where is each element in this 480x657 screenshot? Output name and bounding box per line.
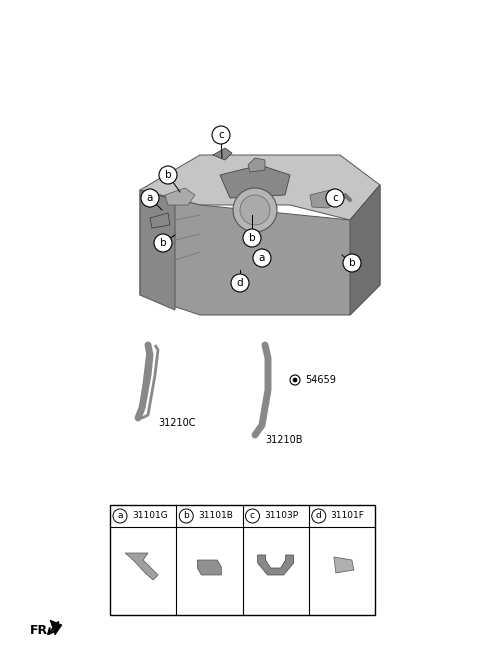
Text: 31101G: 31101G — [132, 512, 168, 520]
Text: b: b — [249, 233, 255, 243]
Circle shape — [240, 195, 270, 225]
Circle shape — [141, 189, 159, 207]
Polygon shape — [258, 555, 294, 575]
Text: c: c — [250, 512, 255, 520]
Circle shape — [343, 254, 361, 272]
Circle shape — [253, 249, 271, 267]
Text: d: d — [237, 278, 243, 288]
Text: c: c — [218, 130, 224, 140]
Text: a: a — [147, 193, 153, 203]
Bar — [110, 505, 375, 615]
Polygon shape — [140, 190, 175, 310]
Text: 54659: 54659 — [305, 375, 336, 385]
Text: FR.: FR. — [30, 623, 53, 637]
Polygon shape — [248, 158, 265, 172]
Polygon shape — [350, 185, 380, 315]
Polygon shape — [334, 557, 354, 573]
Circle shape — [159, 166, 177, 184]
Circle shape — [231, 274, 249, 292]
Polygon shape — [125, 553, 158, 580]
Circle shape — [113, 509, 127, 523]
Polygon shape — [165, 188, 195, 205]
Polygon shape — [310, 190, 340, 208]
Text: 31210B: 31210B — [265, 435, 302, 445]
Circle shape — [290, 375, 300, 385]
Polygon shape — [213, 148, 232, 160]
Circle shape — [312, 509, 326, 523]
Polygon shape — [140, 185, 380, 315]
Text: b: b — [165, 170, 171, 180]
Text: b: b — [160, 238, 166, 248]
Circle shape — [326, 189, 344, 207]
Circle shape — [243, 229, 261, 247]
Circle shape — [245, 509, 260, 523]
Circle shape — [154, 234, 172, 252]
Polygon shape — [197, 560, 221, 575]
Text: a: a — [259, 253, 265, 263]
Text: 31101B: 31101B — [198, 512, 233, 520]
Polygon shape — [50, 620, 62, 635]
Text: a: a — [117, 512, 123, 520]
Text: 31103P: 31103P — [264, 512, 299, 520]
Polygon shape — [140, 155, 380, 220]
Circle shape — [212, 126, 230, 144]
Text: 31101F: 31101F — [331, 512, 365, 520]
Text: b: b — [183, 512, 189, 520]
Circle shape — [179, 509, 193, 523]
Text: c: c — [332, 193, 338, 203]
Polygon shape — [220, 165, 290, 198]
Text: b: b — [348, 258, 355, 268]
Circle shape — [233, 188, 277, 232]
Text: 31210C: 31210C — [158, 418, 195, 428]
Polygon shape — [150, 213, 170, 228]
Circle shape — [293, 378, 297, 382]
Text: d: d — [316, 512, 322, 520]
